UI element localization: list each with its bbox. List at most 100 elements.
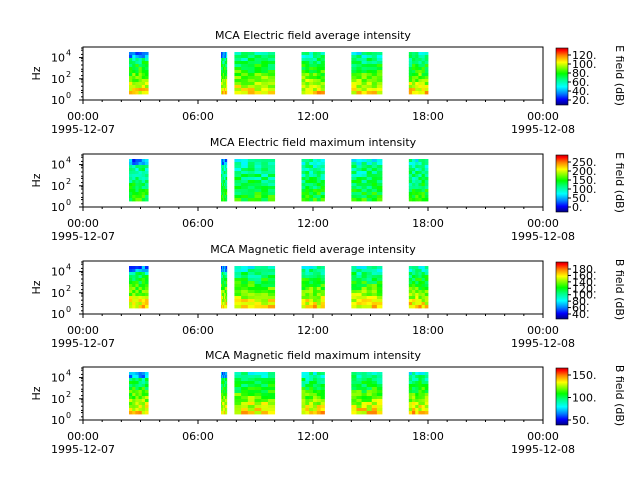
heatmap-cell xyxy=(135,186,139,190)
heatmap-cell xyxy=(144,165,149,169)
heatmap-cell xyxy=(418,393,423,397)
heatmap-cell xyxy=(412,402,416,406)
heatmap-cell xyxy=(351,171,357,175)
x-date-label: 1995-12-07 xyxy=(51,123,115,136)
heatmap-cell xyxy=(305,284,310,288)
heatmap-cell xyxy=(412,192,416,196)
heatmap-cell xyxy=(129,186,133,190)
heatmap-cell xyxy=(412,284,416,288)
heatmap-cell xyxy=(141,79,146,83)
heatmap-cell xyxy=(223,381,226,385)
heatmap-cell xyxy=(135,393,139,397)
colorbar-tick-label: 250. xyxy=(572,156,597,169)
heatmap-cell xyxy=(234,189,242,193)
heatmap-cell xyxy=(421,79,426,83)
heatmap-cell xyxy=(247,171,255,175)
heatmap-cell xyxy=(418,58,423,62)
heatmap-cell xyxy=(366,171,373,175)
heatmap-cell xyxy=(412,55,416,59)
heatmap-cell xyxy=(412,189,416,193)
heatmap-cell xyxy=(144,399,149,403)
heatmap-cell xyxy=(371,189,378,193)
heatmap-cell xyxy=(221,302,224,306)
heatmap-cell xyxy=(222,281,225,285)
heatmap-cell xyxy=(309,91,314,95)
x-tick-label: 06:00 xyxy=(182,110,214,123)
heatmap-cell xyxy=(234,198,242,202)
heatmap-cell xyxy=(366,192,373,196)
heatmap-cell xyxy=(408,58,413,62)
heatmap-cell xyxy=(254,293,262,297)
heatmap-cell xyxy=(305,67,310,71)
heatmap-cell xyxy=(129,165,133,169)
heatmap-cell xyxy=(366,296,373,300)
spectrogram-block xyxy=(351,52,383,95)
heatmap-cell xyxy=(222,52,225,56)
heatmap-cell xyxy=(223,275,226,279)
heatmap-cell xyxy=(224,381,227,385)
heatmap-cell xyxy=(254,384,262,388)
colorbar-tick-label: 100. xyxy=(572,289,597,302)
heatmap-cell xyxy=(138,269,143,273)
heatmap-cell xyxy=(222,378,225,382)
heatmap-cell xyxy=(309,302,314,306)
heatmap-cell xyxy=(320,299,325,303)
heatmap-cell xyxy=(225,85,228,89)
heatmap-cell xyxy=(224,186,227,190)
heatmap-cell xyxy=(412,372,416,376)
heatmap-cell xyxy=(424,393,429,397)
heatmap-cell xyxy=(138,393,143,397)
heatmap-cell xyxy=(424,390,429,394)
heatmap-cell xyxy=(221,91,224,95)
heatmap-cell xyxy=(222,293,225,297)
heatmap-cell xyxy=(135,67,139,71)
heatmap-cell xyxy=(366,162,373,166)
heatmap-cell xyxy=(241,275,249,279)
heatmap-cell xyxy=(418,189,423,193)
heatmap-cell xyxy=(225,299,228,303)
heatmap-cell xyxy=(129,180,133,184)
heatmap-cell xyxy=(254,177,262,181)
heatmap-cell xyxy=(376,162,383,166)
heatmap-cell xyxy=(222,275,225,279)
heatmap-cell xyxy=(376,293,383,297)
heatmap-cell xyxy=(247,372,255,376)
heatmap-cell xyxy=(135,76,139,80)
heatmap-cell xyxy=(225,73,228,77)
heatmap-cell xyxy=(316,375,322,379)
heatmap-cell xyxy=(222,82,225,86)
x-tick-label: 06:00 xyxy=(182,430,214,443)
spectrogram-block xyxy=(408,159,429,202)
heatmap-cell xyxy=(361,387,368,391)
heatmap-cell xyxy=(351,174,357,178)
heatmap-cell xyxy=(351,405,357,409)
heatmap-cell xyxy=(247,411,255,415)
heatmap-cell xyxy=(267,79,276,83)
heatmap-cell xyxy=(141,396,146,400)
heatmap-cell xyxy=(301,186,306,190)
heatmap-cell xyxy=(135,399,139,403)
heatmap-cell xyxy=(241,287,249,291)
spectrogram-block xyxy=(221,159,228,202)
heatmap-cell xyxy=(371,67,378,71)
heatmap-cell xyxy=(223,405,226,409)
heatmap-cell xyxy=(221,195,224,199)
heatmap-cell xyxy=(424,61,429,65)
heatmap-cell xyxy=(224,189,227,193)
heatmap-cell xyxy=(320,293,325,297)
heatmap-cell xyxy=(415,79,419,83)
heatmap-cell xyxy=(267,393,276,397)
heatmap-cell xyxy=(415,52,419,56)
heatmap-cell xyxy=(224,70,227,74)
heatmap-cell xyxy=(135,281,139,285)
heatmap-cell xyxy=(415,180,419,184)
heatmap-cell xyxy=(267,269,276,273)
heatmap-cell xyxy=(424,70,429,74)
heatmap-cell xyxy=(424,408,429,412)
heatmap-cell xyxy=(225,76,228,80)
heatmap-cell xyxy=(421,70,426,74)
heatmap-cell xyxy=(221,290,223,294)
heatmap-cell xyxy=(222,85,225,89)
heatmap-cell xyxy=(132,183,136,187)
heatmap-cell xyxy=(132,287,136,291)
